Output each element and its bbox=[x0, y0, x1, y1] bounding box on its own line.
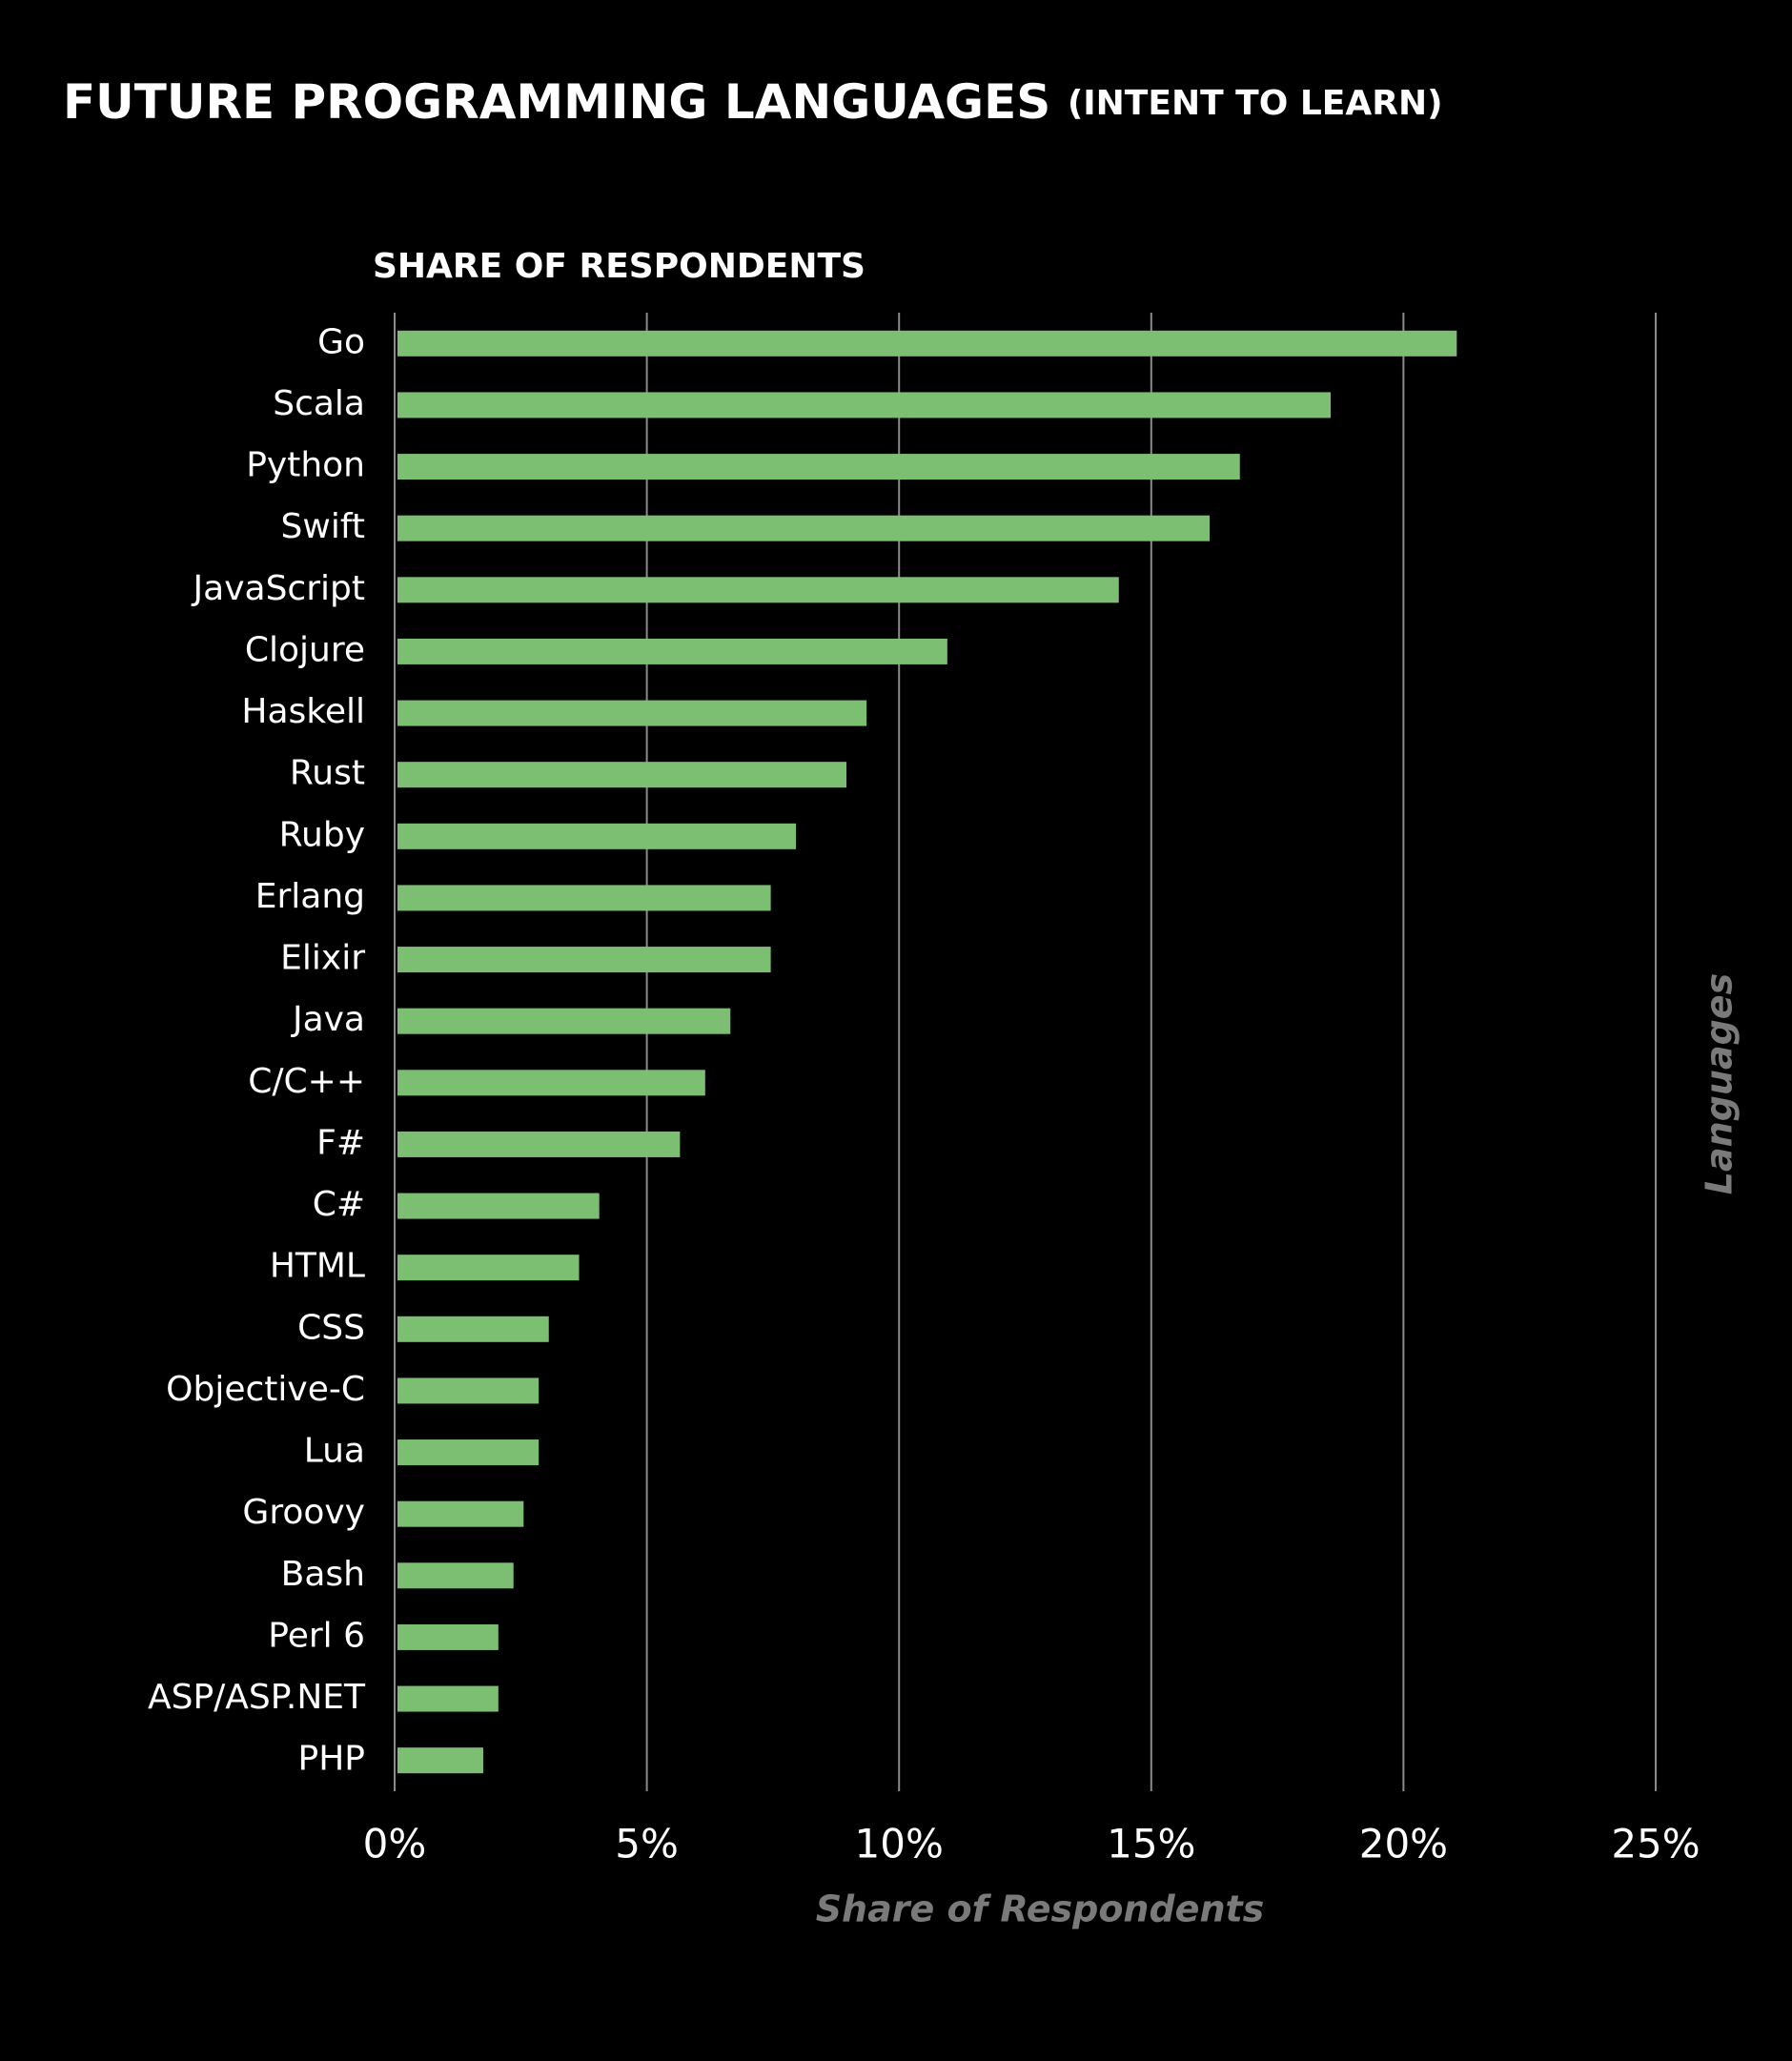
y-tick-label: HTML bbox=[270, 1247, 365, 1286]
bar bbox=[397, 1193, 600, 1219]
chart-title: FUTURE PROGRAMMING LANGUAGES bbox=[63, 74, 1050, 130]
bar bbox=[397, 823, 797, 849]
y-tick-label: Bash bbox=[281, 1555, 365, 1594]
y-tick-label: Python bbox=[246, 446, 365, 485]
bar bbox=[397, 762, 846, 788]
chart-subtitle: (INTENT TO LEARN) bbox=[1068, 84, 1443, 123]
bar bbox=[397, 1316, 549, 1342]
bar bbox=[397, 1747, 483, 1774]
bar bbox=[397, 1562, 514, 1589]
y-tick-label: ASP/ASP.NET bbox=[148, 1678, 366, 1717]
bar bbox=[397, 1377, 540, 1404]
y-tick-label: Scala bbox=[273, 384, 365, 423]
bar bbox=[397, 947, 771, 973]
y-tick-label: F# bbox=[316, 1123, 365, 1162]
x-tick-label: 5% bbox=[615, 1821, 679, 1867]
y-tick-label: C# bbox=[313, 1185, 365, 1224]
y-tick-label: Lua bbox=[304, 1432, 365, 1471]
bar bbox=[397, 454, 1240, 480]
bar bbox=[397, 885, 771, 911]
y-tick-label: PHP bbox=[298, 1740, 366, 1779]
y-tick-label: JavaScript bbox=[192, 569, 365, 608]
y-tick-label: Go bbox=[317, 322, 365, 361]
y-tick-label: C/C++ bbox=[248, 1062, 365, 1101]
bar bbox=[397, 330, 1457, 357]
bar bbox=[397, 1439, 540, 1466]
y-tick-label: Haskell bbox=[241, 692, 365, 731]
x-tick-label: 20% bbox=[1359, 1821, 1448, 1867]
bar bbox=[397, 700, 867, 726]
y-tick-label: Groovy bbox=[242, 1493, 365, 1532]
bar bbox=[397, 515, 1211, 541]
y-tick-label: Elixir bbox=[280, 939, 365, 978]
bar bbox=[397, 638, 947, 664]
y-tick-label: Java bbox=[291, 1000, 365, 1039]
bar bbox=[397, 1685, 499, 1712]
bar bbox=[397, 1070, 705, 1096]
x-tick-label: 15% bbox=[1107, 1821, 1195, 1867]
y-tick-label: Perl 6 bbox=[268, 1616, 365, 1655]
y-tick-label: Erlang bbox=[255, 877, 365, 916]
y-tick-label: Ruby bbox=[279, 815, 365, 854]
bar bbox=[397, 1500, 524, 1527]
bar bbox=[397, 392, 1332, 418]
x-tick-label: 0% bbox=[363, 1821, 427, 1867]
y-tick-label: Objective-C bbox=[166, 1370, 365, 1409]
y-tick-label: Swift bbox=[281, 507, 365, 546]
x-tick-label: 10% bbox=[855, 1821, 944, 1867]
bar bbox=[397, 1623, 499, 1650]
bar bbox=[397, 577, 1119, 603]
bar bbox=[397, 1131, 681, 1157]
bar bbox=[397, 1255, 580, 1281]
axis-header: SHARE OF RESPONDENTS bbox=[373, 247, 865, 286]
x-axis-title: Share of Respondents bbox=[816, 1888, 1265, 1930]
chart-title-group: FUTURE PROGRAMMING LANGUAGES (INTENT TO … bbox=[63, 74, 1443, 130]
y-tick-label: Rust bbox=[290, 754, 365, 793]
bar bbox=[397, 1008, 731, 1034]
y-axis-title: Languages bbox=[1699, 973, 1741, 1194]
x-tick-label: 25% bbox=[1611, 1821, 1700, 1867]
y-tick-label: Clojure bbox=[245, 630, 365, 669]
y-tick-label: CSS bbox=[297, 1308, 365, 1347]
